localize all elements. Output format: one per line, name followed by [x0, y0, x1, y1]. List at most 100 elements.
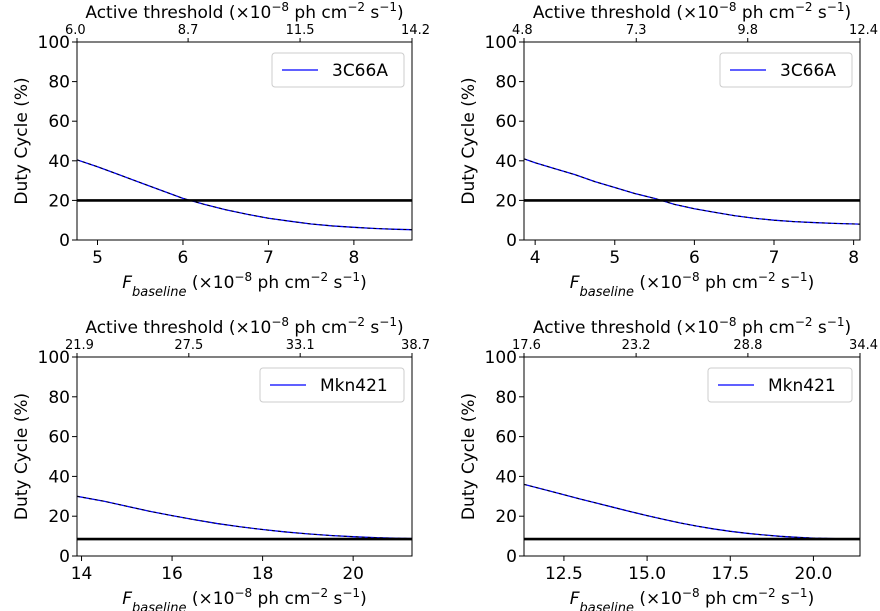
- top-axis-label-units: s: [813, 318, 827, 338]
- x-axis-label-units: ph cm: [252, 589, 310, 609]
- y-tick-label: 60: [495, 428, 517, 448]
- top-axis-exponent: −1: [827, 0, 845, 14]
- y-tick-label: 20: [495, 507, 517, 527]
- y-tick-label: 20: [495, 191, 517, 211]
- top-tick-label: 21.9: [65, 338, 94, 353]
- top-tick-label: 11.5: [286, 23, 315, 38]
- top-tick-label: 27.5: [174, 338, 203, 353]
- y-axis-label: Duty Cycle (%): [459, 393, 479, 520]
- legend-label: 3C66A: [780, 61, 836, 81]
- series-line-overlay: [77, 495, 412, 539]
- x-axis-label: Fbaseline (×10−8 ph cm−2 s−1): [122, 586, 366, 611]
- x-axis-label-subscript: baseline: [580, 285, 634, 300]
- top-tick-label: 23.2: [622, 338, 651, 353]
- top-axis-exponent: −8: [271, 0, 289, 14]
- y-axis-label: Duty Cycle (%): [12, 77, 32, 204]
- top-axis-label-text: Active threshold (×10: [533, 318, 719, 338]
- x-axis-exponent: −8: [234, 586, 252, 600]
- x-tick-label: 12.5: [545, 564, 583, 584]
- x-axis-label-close: ): [808, 589, 815, 609]
- x-axis-label-close: ): [808, 273, 815, 293]
- plot-frame: [76, 356, 413, 557]
- chart-panel-4: 0 20 40 60 80 100 12.5 15.0 17.5 20.0 17.6 23.2 28.8…: [459, 315, 878, 611]
- y-tick-label: 100: [38, 348, 70, 368]
- x-axis-label-units: (×10: [187, 589, 235, 609]
- y-axis-label: Duty Cycle (%): [459, 77, 479, 204]
- top-axis-exponent: −2: [795, 0, 813, 14]
- x-axis-exponent: −8: [682, 586, 700, 600]
- legend-box: [719, 52, 853, 88]
- y-tick-label: 40: [48, 467, 70, 487]
- top-axis-exponent: −1: [379, 0, 397, 14]
- x-axis-label-units: ph cm: [700, 273, 758, 293]
- top-axis-label-units: ph cm: [737, 318, 795, 338]
- top-tick-label: 38.7: [401, 338, 430, 353]
- top-axis-label: Active threshold (×10−8 ph cm−2 s−1): [85, 315, 403, 338]
- top-tick-label: 8.7: [178, 23, 199, 38]
- x-tick-label: 6: [178, 248, 189, 268]
- x-axis-exponent: −2: [758, 586, 776, 600]
- x-axis-label-units: (×10: [634, 273, 682, 293]
- y-tick-label: 100: [485, 348, 517, 368]
- top-tick-label: 4.8: [512, 23, 533, 38]
- top-axis-exponent: −8: [271, 315, 289, 329]
- top-axis-label-units: s: [365, 3, 379, 23]
- legend: 3C66A: [271, 52, 405, 88]
- x-axis-label-symbol: F: [570, 273, 580, 293]
- y-tick-label: 60: [48, 112, 70, 132]
- x-axis-label: Fbaseline (×10−8 ph cm−2 s−1): [570, 586, 814, 611]
- x-axis-exponent: −2: [310, 586, 328, 600]
- top-axis-label: Active threshold (×10−8 ph cm−2 s−1): [533, 315, 851, 338]
- x-tick-label: 8: [848, 248, 859, 268]
- top-axis-exponent: −2: [347, 0, 365, 14]
- top-axis-label-units: ph cm: [289, 318, 347, 338]
- series-line: [524, 158, 860, 225]
- x-axis-label-symbol: F: [122, 589, 132, 609]
- top-axis-exponent: −2: [347, 315, 365, 329]
- y-tick-label: 40: [495, 152, 517, 172]
- x-tick-label: 14: [71, 564, 93, 584]
- y-tick-label: 80: [495, 388, 517, 408]
- y-tick-label: 60: [495, 112, 517, 132]
- top-axis-label-units: ph cm: [289, 3, 347, 23]
- x-axis-label: Fbaseline (×10−8 ph cm−2 s−1): [122, 270, 366, 300]
- top-axis-label-text: Active threshold (×10: [85, 318, 271, 338]
- top-tick-label: 28.8: [733, 338, 762, 353]
- y-tick-label: 40: [48, 152, 70, 172]
- x-tick-label: 15.0: [628, 564, 666, 584]
- x-axis-label-symbol: F: [570, 589, 580, 609]
- top-axis-exponent: −2: [795, 315, 813, 329]
- legend-label: Mkn421: [768, 376, 836, 396]
- x-axis-label-units: s: [328, 273, 342, 293]
- x-axis-label-subscript: baseline: [580, 601, 634, 611]
- y-tick-label: 100: [485, 33, 517, 53]
- y-tick-label: 20: [48, 191, 70, 211]
- x-axis-label-units: (×10: [187, 273, 235, 293]
- top-axis-exponent: −8: [719, 0, 737, 14]
- top-tick-label: 33.1: [286, 338, 315, 353]
- x-tick-label: 7: [263, 248, 274, 268]
- legend: 3C66A: [719, 52, 853, 88]
- y-tick-label: 60: [48, 428, 70, 448]
- legend-box: [259, 367, 405, 403]
- x-axis-label: Fbaseline (×10−8 ph cm−2 s−1): [570, 270, 814, 300]
- x-axis-label-close: ): [360, 589, 367, 609]
- top-axis-label-units: s: [813, 3, 827, 23]
- top-axis-label-close: ): [844, 318, 851, 338]
- x-tick-label: 17.5: [711, 564, 749, 584]
- x-axis-exponent: −1: [342, 586, 360, 600]
- x-tick-label: 16: [161, 564, 183, 584]
- x-axis-label-units: ph cm: [700, 589, 758, 609]
- legend-box: [271, 52, 405, 88]
- x-tick-label: 8: [348, 248, 359, 268]
- legend-box: [707, 367, 853, 403]
- top-tick-label: 14.2: [401, 23, 430, 38]
- y-tick-label: 40: [495, 467, 517, 487]
- y-tick-label: 0: [506, 547, 517, 567]
- series-line: [77, 495, 412, 540]
- x-axis-label-units: ph cm: [252, 273, 310, 293]
- top-axis-label-units: s: [365, 318, 379, 338]
